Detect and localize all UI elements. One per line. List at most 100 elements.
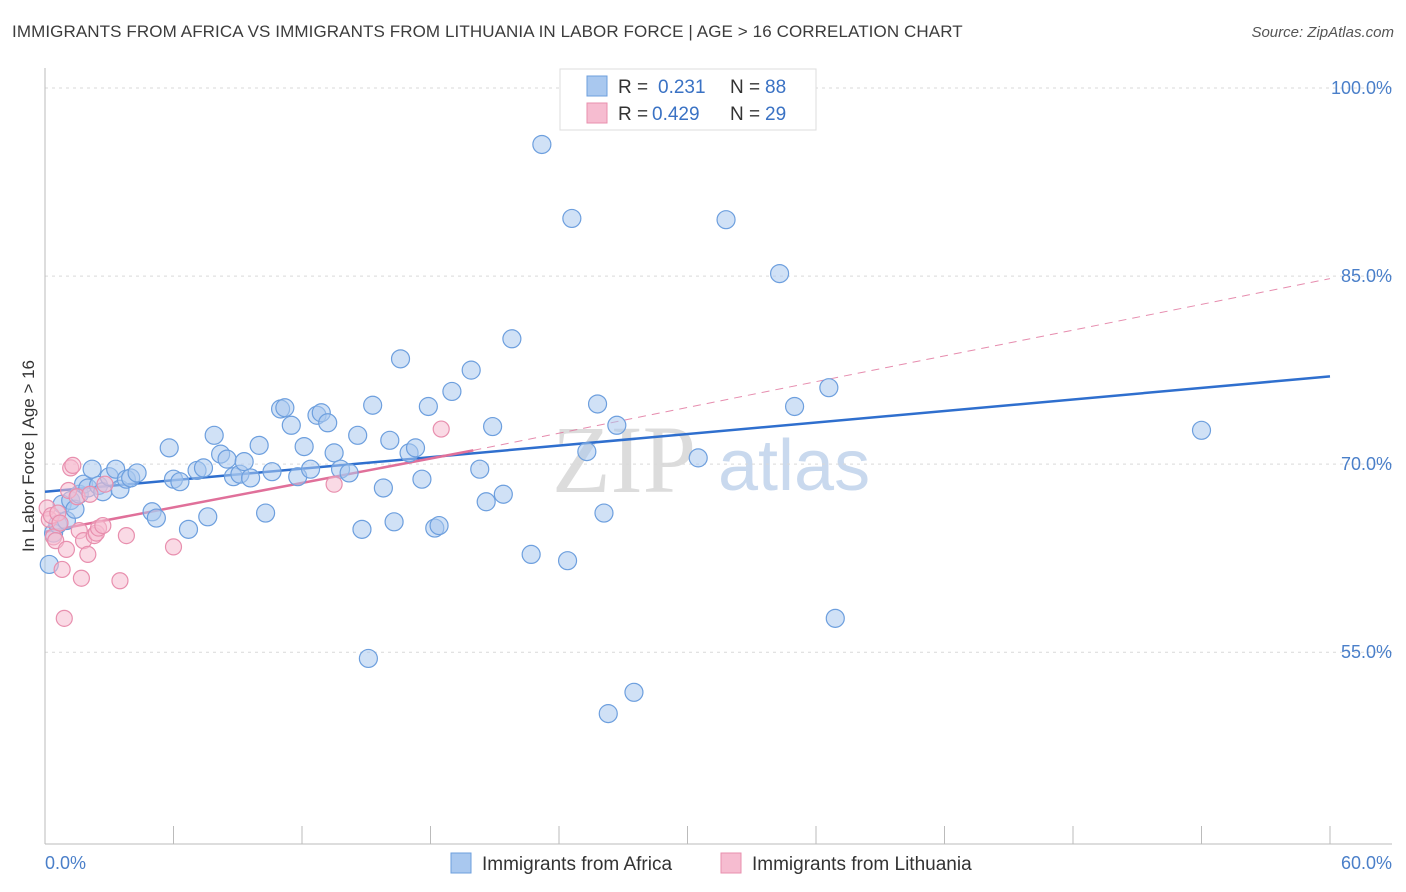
- scatter-point-africa: [127, 463, 147, 483]
- scatter-point-africa: [598, 704, 618, 724]
- scatter-point-lithuania: [96, 475, 114, 493]
- legend-swatch-lithuania: [586, 102, 608, 124]
- scatter-point-africa: [442, 381, 462, 402]
- scatter-point-africa: [384, 512, 404, 532]
- y-tick-label: 70.0%: [1341, 454, 1392, 474]
- scatter-point-africa: [418, 396, 438, 417]
- bottom-legend-label-africa: Immigrants from Africa: [482, 854, 672, 875]
- legend-n-value-lithuania: 29: [765, 104, 786, 125]
- watermark-atlas: atlas: [718, 426, 870, 506]
- scatter-point-africa: [146, 508, 166, 528]
- y-tick-label: 85.0%: [1341, 266, 1392, 286]
- scatter-point-africa: [318, 413, 338, 433]
- legend-r-label-lithuania: R =: [618, 104, 648, 125]
- trend-line-lithuania: [44, 449, 474, 534]
- legend-n-label-lithuania: N =: [730, 104, 760, 125]
- scatter-point-africa: [819, 378, 839, 398]
- scatter-point-africa: [363, 395, 383, 415]
- scatter-point-lithuania: [72, 569, 91, 587]
- lithuania-points: [38, 420, 450, 627]
- legend-r-label-africa: R =: [618, 77, 648, 98]
- scatter-point-africa: [339, 463, 359, 483]
- bottom-legend-label-lithuania: Immigrants from Lithuania: [752, 854, 972, 875]
- scatter-point-africa: [373, 478, 393, 498]
- scatter-point-africa: [532, 134, 552, 155]
- scatter-point-lithuania: [64, 456, 82, 475]
- scatter-point-lithuania: [51, 514, 69, 532]
- scatter-point-africa: [577, 442, 597, 462]
- scatter-point-africa: [405, 438, 426, 458]
- scatter-point-africa: [557, 551, 578, 571]
- scatter-point-africa: [493, 484, 513, 504]
- legend-n-value-africa: 88: [765, 77, 786, 98]
- scatter-point-lithuania: [325, 475, 343, 493]
- scatter-point-africa: [502, 329, 522, 349]
- scatter-point-africa: [358, 648, 378, 669]
- scatter-point-lithuania: [81, 485, 99, 503]
- y-tick-label: 55.0%: [1341, 642, 1392, 662]
- scatter-point-lithuania: [117, 527, 135, 545]
- scatter-point-lithuania: [164, 538, 183, 556]
- y-tick-labels: 55.0% 70.0% 85.0% 100.0%: [1331, 78, 1392, 662]
- scatter-point-africa: [412, 469, 432, 489]
- scatter-point-africa: [217, 449, 237, 469]
- scatter-point-africa: [429, 515, 449, 536]
- scatter-point-lithuania: [432, 420, 450, 438]
- scatter-point-lithuania: [57, 540, 76, 558]
- x-tick-label-max: 60.0%: [1341, 853, 1392, 873]
- scatter-point-africa: [521, 544, 541, 565]
- legend-box: R = 0.231 N = 88 R = 0.429 N = 29: [559, 68, 817, 131]
- scatter-point-africa: [624, 682, 644, 702]
- bottom-legend-swatch-africa: [450, 852, 472, 874]
- legend-r-value-lithuania: 0.429: [652, 104, 700, 125]
- scatter-point-africa: [784, 396, 805, 417]
- scatter-point-africa: [476, 492, 496, 512]
- scatter-point-africa: [262, 462, 282, 482]
- scatter-point-africa: [348, 425, 368, 445]
- x-tick-marks: [44, 826, 1331, 844]
- scatter-point-africa: [594, 503, 614, 523]
- scatter-point-lithuania: [94, 516, 112, 535]
- legend-n-label-africa: N =: [730, 77, 760, 98]
- scatter-point-africa: [562, 208, 582, 229]
- scatter-point-africa: [716, 210, 736, 230]
- x-tick-label-min: 0.0%: [45, 853, 86, 873]
- scatter-point-africa: [825, 608, 845, 628]
- y-tick-label: 100.0%: [1331, 78, 1392, 98]
- scatter-point-africa: [198, 507, 218, 527]
- scatter-point-africa: [178, 519, 199, 539]
- grid-lines: [45, 87, 1392, 653]
- scatter-point-africa: [390, 349, 411, 369]
- scatter-point-africa: [294, 436, 314, 457]
- scatter-point-africa: [204, 425, 224, 445]
- scatter-point-africa: [1191, 420, 1212, 440]
- scatter-point-africa: [587, 394, 608, 414]
- bottom-legend: Immigrants from Africa Immigrants from L…: [450, 852, 972, 875]
- scatter-point-africa: [300, 459, 321, 479]
- scatter-point-africa: [352, 519, 372, 539]
- scatter-point-africa: [234, 452, 254, 472]
- scatter-point-africa: [159, 438, 179, 458]
- legend-r-value-africa: 0.231: [658, 77, 706, 98]
- scatter-point-africa: [193, 458, 214, 478]
- scatter-point-africa: [380, 430, 400, 450]
- scatter-point-lithuania: [55, 609, 73, 627]
- scatter-point-africa: [82, 459, 102, 479]
- bottom-legend-swatch-lithuania: [720, 852, 742, 874]
- y-axis-label: In Labor Force | Age > 16: [19, 360, 38, 552]
- scatter-point-africa: [255, 503, 276, 523]
- scatter-point-africa: [470, 459, 490, 479]
- scatter-point-africa: [607, 415, 627, 435]
- scatter-point-africa: [461, 360, 481, 380]
- trend-line-africa: [44, 375, 1331, 493]
- africa-points: [39, 134, 1212, 724]
- scatter-point-lithuania: [79, 545, 97, 564]
- chart-source: Source: ZipAtlas.com: [1251, 24, 1394, 41]
- scatter-point-lithuania: [111, 572, 129, 590]
- scatter-point-africa: [769, 263, 790, 284]
- legend-swatch-africa: [586, 75, 608, 97]
- scatter-point-africa: [275, 398, 295, 418]
- scatter-point-africa: [249, 435, 269, 455]
- scatter-point-africa: [688, 448, 708, 468]
